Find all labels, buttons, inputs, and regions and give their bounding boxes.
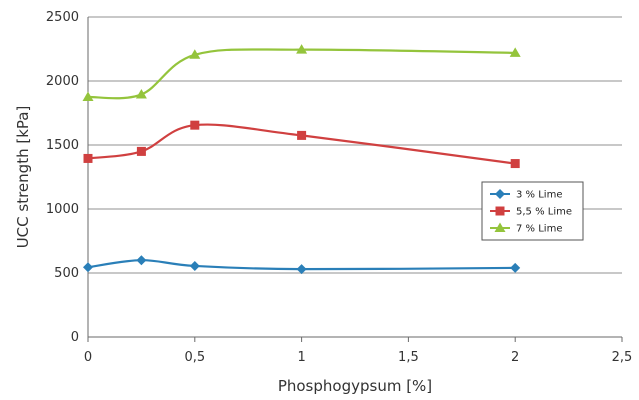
data-point bbox=[297, 130, 307, 140]
y-axis-title: UCC strength [kPa] bbox=[14, 106, 32, 249]
data-point bbox=[189, 260, 200, 271]
y-tick-label: 500 bbox=[54, 266, 79, 281]
legend-label: 3 % Lime bbox=[516, 190, 562, 201]
series-1 bbox=[83, 255, 521, 275]
legend: 3 % Lime 5,5 % Lime 7 % Lime bbox=[481, 181, 584, 241]
data-point bbox=[296, 264, 307, 275]
data-point bbox=[296, 44, 308, 54]
y-tick-label: 1500 bbox=[46, 138, 79, 153]
series-2 bbox=[83, 120, 520, 169]
data-point bbox=[510, 159, 520, 169]
legend-swatch-marker bbox=[495, 206, 505, 216]
data-point bbox=[190, 120, 200, 130]
data-point bbox=[83, 153, 93, 163]
x-tick-label: 2 bbox=[511, 350, 519, 365]
y-tick-label: 0 bbox=[71, 330, 79, 345]
data-point bbox=[83, 262, 93, 273]
legend-item: 7 % Lime bbox=[490, 222, 562, 235]
data-point bbox=[510, 262, 521, 273]
x-tick-label: 1,5 bbox=[398, 350, 419, 365]
legend-swatch-marker bbox=[495, 189, 505, 199]
legend-label: 7 % Lime bbox=[516, 224, 562, 235]
axes bbox=[87, 17, 623, 342]
data-point bbox=[82, 91, 94, 101]
data-point bbox=[136, 146, 146, 156]
series-layer bbox=[82, 44, 521, 275]
x-tick-label: 1 bbox=[297, 350, 305, 365]
y-tick-label: 1000 bbox=[46, 202, 79, 217]
x-axis-title: Phosphogypsum [%] bbox=[278, 377, 432, 395]
x-tick-label: 0,5 bbox=[184, 350, 205, 365]
y-tick-label: 2000 bbox=[46, 74, 79, 89]
x-tick-label: 2,5 bbox=[612, 350, 633, 365]
series-3-line bbox=[87, 48, 516, 100]
data-point bbox=[135, 88, 147, 99]
legend-swatch-marker bbox=[494, 222, 506, 232]
x-tick-label: 0 bbox=[84, 350, 92, 365]
data-point bbox=[509, 47, 521, 57]
data-point bbox=[136, 255, 147, 266]
y-tick-label: 2500 bbox=[46, 10, 79, 25]
legend-item: 5,5 % Lime bbox=[490, 206, 572, 218]
legend-label: 5,5 % Lime bbox=[516, 207, 572, 218]
legend-item: 3 % Lime bbox=[490, 189, 562, 201]
tick-labels: 0 500 1000 1500 2000 2500 0 0,5 1 1,5 2 2,5 bbox=[46, 10, 632, 365]
series-2-line bbox=[87, 123, 516, 165]
data-point bbox=[189, 49, 201, 59]
series-3 bbox=[82, 44, 521, 101]
